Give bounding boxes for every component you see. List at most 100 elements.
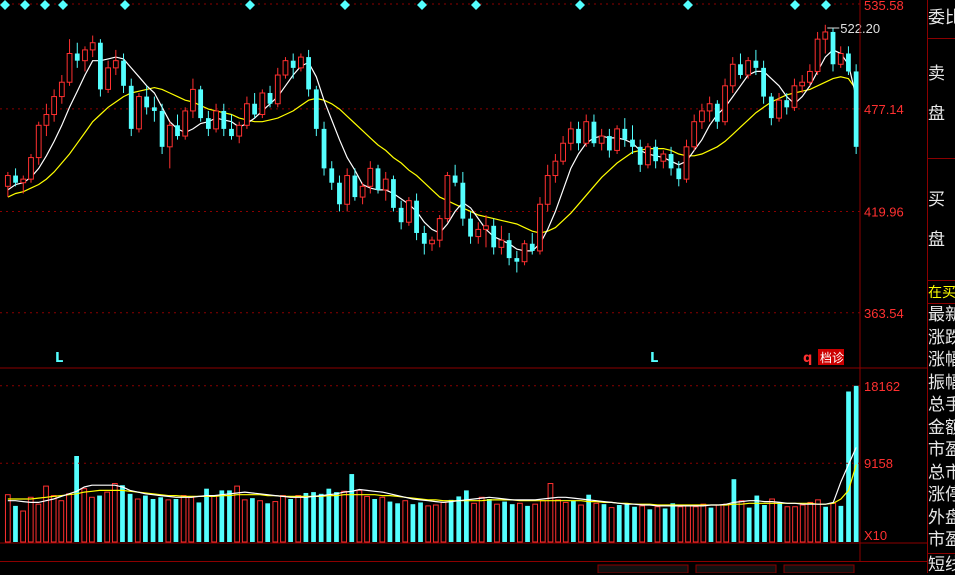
candle-body [274,74,281,105]
volume-bar [288,499,293,542]
diagnose-badge[interactable] [818,349,844,365]
volume-bar [853,385,859,542]
candle-body [221,110,227,129]
sell-label-bottom: 盘 [928,104,945,124]
volume-bar [586,494,592,542]
candle-body [544,175,551,205]
volume-bar [731,479,737,542]
candle-body [791,85,798,108]
volume-bar [746,507,752,542]
volume-bar [647,509,653,542]
candle-body [468,218,473,237]
stat-label: 涨跌 [928,327,955,348]
candle-body [175,125,180,137]
ma-long-line [7,76,857,234]
candle-body [598,135,605,144]
volume-bar [823,506,828,542]
volume-bar [104,491,111,543]
volume-axis: 18162 9158 X10 [0,379,900,543]
volume-bar [677,506,684,543]
candle-body [853,71,859,147]
volume-bar [20,510,26,543]
volume-bar [4,494,11,543]
tab-3[interactable] [783,564,855,573]
candle-body [521,243,528,263]
volume-bar [547,483,554,543]
candle-body [560,142,566,162]
tab-2[interactable] [695,564,777,573]
volume-bar [43,485,49,543]
candle-body [691,121,698,148]
volume-bar [578,504,584,543]
candle-body [761,67,766,97]
candle-body [182,110,189,137]
candle-body [190,88,196,112]
volume-bar [830,502,837,543]
tab-1[interactable] [597,564,689,573]
candle-body [506,240,512,259]
bottom-tabs[interactable] [0,561,927,573]
volume-bar [486,499,492,542]
stat-label: 最新 [928,305,955,325]
marker-diamond [575,0,585,10]
volume-bar [127,493,133,542]
volume-bar [173,499,179,542]
candle-body [352,175,358,198]
candle-body [74,53,80,61]
marker-diamond [120,0,130,10]
price-tick-label: 363.54 [864,306,904,321]
candle-body [814,38,821,72]
price-gridlines [0,3,860,314]
marker-diamond [340,0,350,10]
candle-body [822,31,829,40]
volume-bar [241,499,248,543]
candle-body [706,103,713,112]
volume-bar [662,508,668,542]
candle-body [136,96,142,130]
candle-body [321,128,327,169]
candle-body [313,89,319,129]
candle-body [51,96,58,116]
buy-label-bottom: 盘 [928,230,945,250]
volume-bar [334,492,339,542]
diagnose-label: 档诊 [820,351,844,365]
volume-bar [608,507,615,543]
volume-bar [846,391,851,542]
candle-body [344,175,351,205]
volume-bar [448,499,454,542]
volume-bar [799,504,806,543]
candle-body [576,128,581,144]
candle-body [375,168,381,190]
candle-body [846,53,851,72]
candle-body [66,53,73,83]
price-tick-label: 535.58 [864,0,904,13]
candle-body [645,146,651,166]
candle-body [784,100,790,108]
volume-bar [89,496,95,543]
trade-status: 在买 [928,285,955,301]
volume-bar [120,485,125,542]
volume-bar [440,501,447,543]
side-separator [928,553,955,554]
volume-bar [165,499,172,543]
price-axis: 535.58 477.14 419.96 363.54 [864,0,904,321]
volume-bar [525,505,530,542]
low-marker: L [55,351,63,366]
volume-unit-label: X10 [864,528,887,543]
candle-body [830,31,836,65]
stat-label: 市盈 [928,530,955,550]
candle-body [776,99,782,119]
side-separator [928,280,955,281]
marker-diamond [40,0,50,10]
candle-body [105,67,111,90]
marker-diamond [683,0,693,10]
volume-bar [502,501,507,542]
stat-label: 总市 [928,462,955,483]
vol-ma-short-line [7,447,857,507]
volume-bar [303,492,309,542]
candle-body [82,49,88,62]
volume-bar [624,504,630,542]
candle-body [714,103,720,122]
candle-body [282,60,289,76]
